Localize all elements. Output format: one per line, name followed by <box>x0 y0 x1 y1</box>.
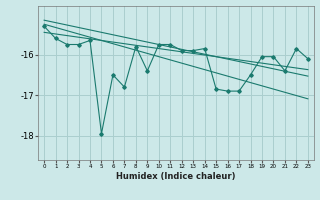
X-axis label: Humidex (Indice chaleur): Humidex (Indice chaleur) <box>116 172 236 181</box>
